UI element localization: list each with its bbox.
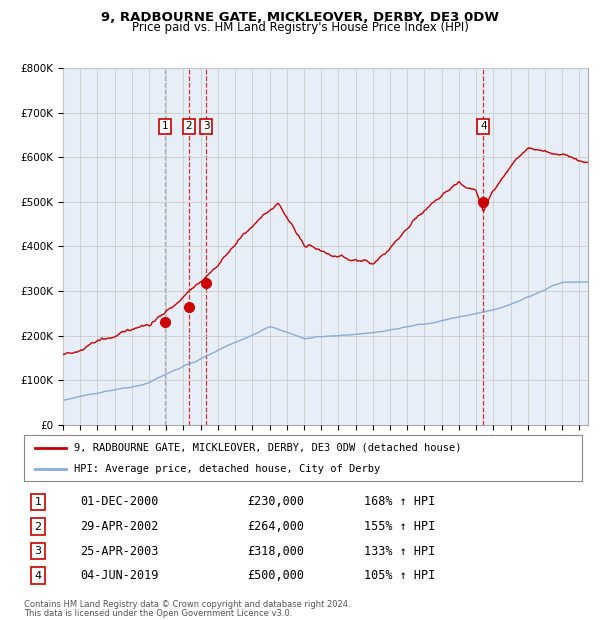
Text: 29-APR-2002: 29-APR-2002 [80,520,158,533]
Text: 3: 3 [34,546,41,556]
Text: 4: 4 [34,570,41,580]
Text: Contains HM Land Registry data © Crown copyright and database right 2024.: Contains HM Land Registry data © Crown c… [24,600,350,609]
Text: HPI: Average price, detached house, City of Derby: HPI: Average price, detached house, City… [74,464,380,474]
Text: 25-APR-2003: 25-APR-2003 [80,544,158,557]
Text: 2: 2 [185,121,193,131]
Text: 133% ↑ HPI: 133% ↑ HPI [364,544,436,557]
Text: 04-JUN-2019: 04-JUN-2019 [80,569,158,582]
Text: 105% ↑ HPI: 105% ↑ HPI [364,569,436,582]
Text: 9, RADBOURNE GATE, MICKLEOVER, DERBY, DE3 0DW (detached house): 9, RADBOURNE GATE, MICKLEOVER, DERBY, DE… [74,443,462,453]
Text: £500,000: £500,000 [247,569,304,582]
Text: Price paid vs. HM Land Registry's House Price Index (HPI): Price paid vs. HM Land Registry's House … [131,21,469,34]
Text: 168% ↑ HPI: 168% ↑ HPI [364,495,436,508]
Text: £264,000: £264,000 [247,520,304,533]
Text: £230,000: £230,000 [247,495,304,508]
Text: 3: 3 [203,121,209,131]
Text: £318,000: £318,000 [247,544,304,557]
Text: 155% ↑ HPI: 155% ↑ HPI [364,520,436,533]
Text: 9, RADBOURNE GATE, MICKLEOVER, DERBY, DE3 0DW: 9, RADBOURNE GATE, MICKLEOVER, DERBY, DE… [101,11,499,24]
Text: 1: 1 [161,121,168,131]
Text: 2: 2 [34,521,41,531]
Text: 01-DEC-2000: 01-DEC-2000 [80,495,158,508]
Text: 4: 4 [480,121,487,131]
Text: 1: 1 [34,497,41,507]
Text: This data is licensed under the Open Government Licence v3.0.: This data is licensed under the Open Gov… [24,609,292,618]
